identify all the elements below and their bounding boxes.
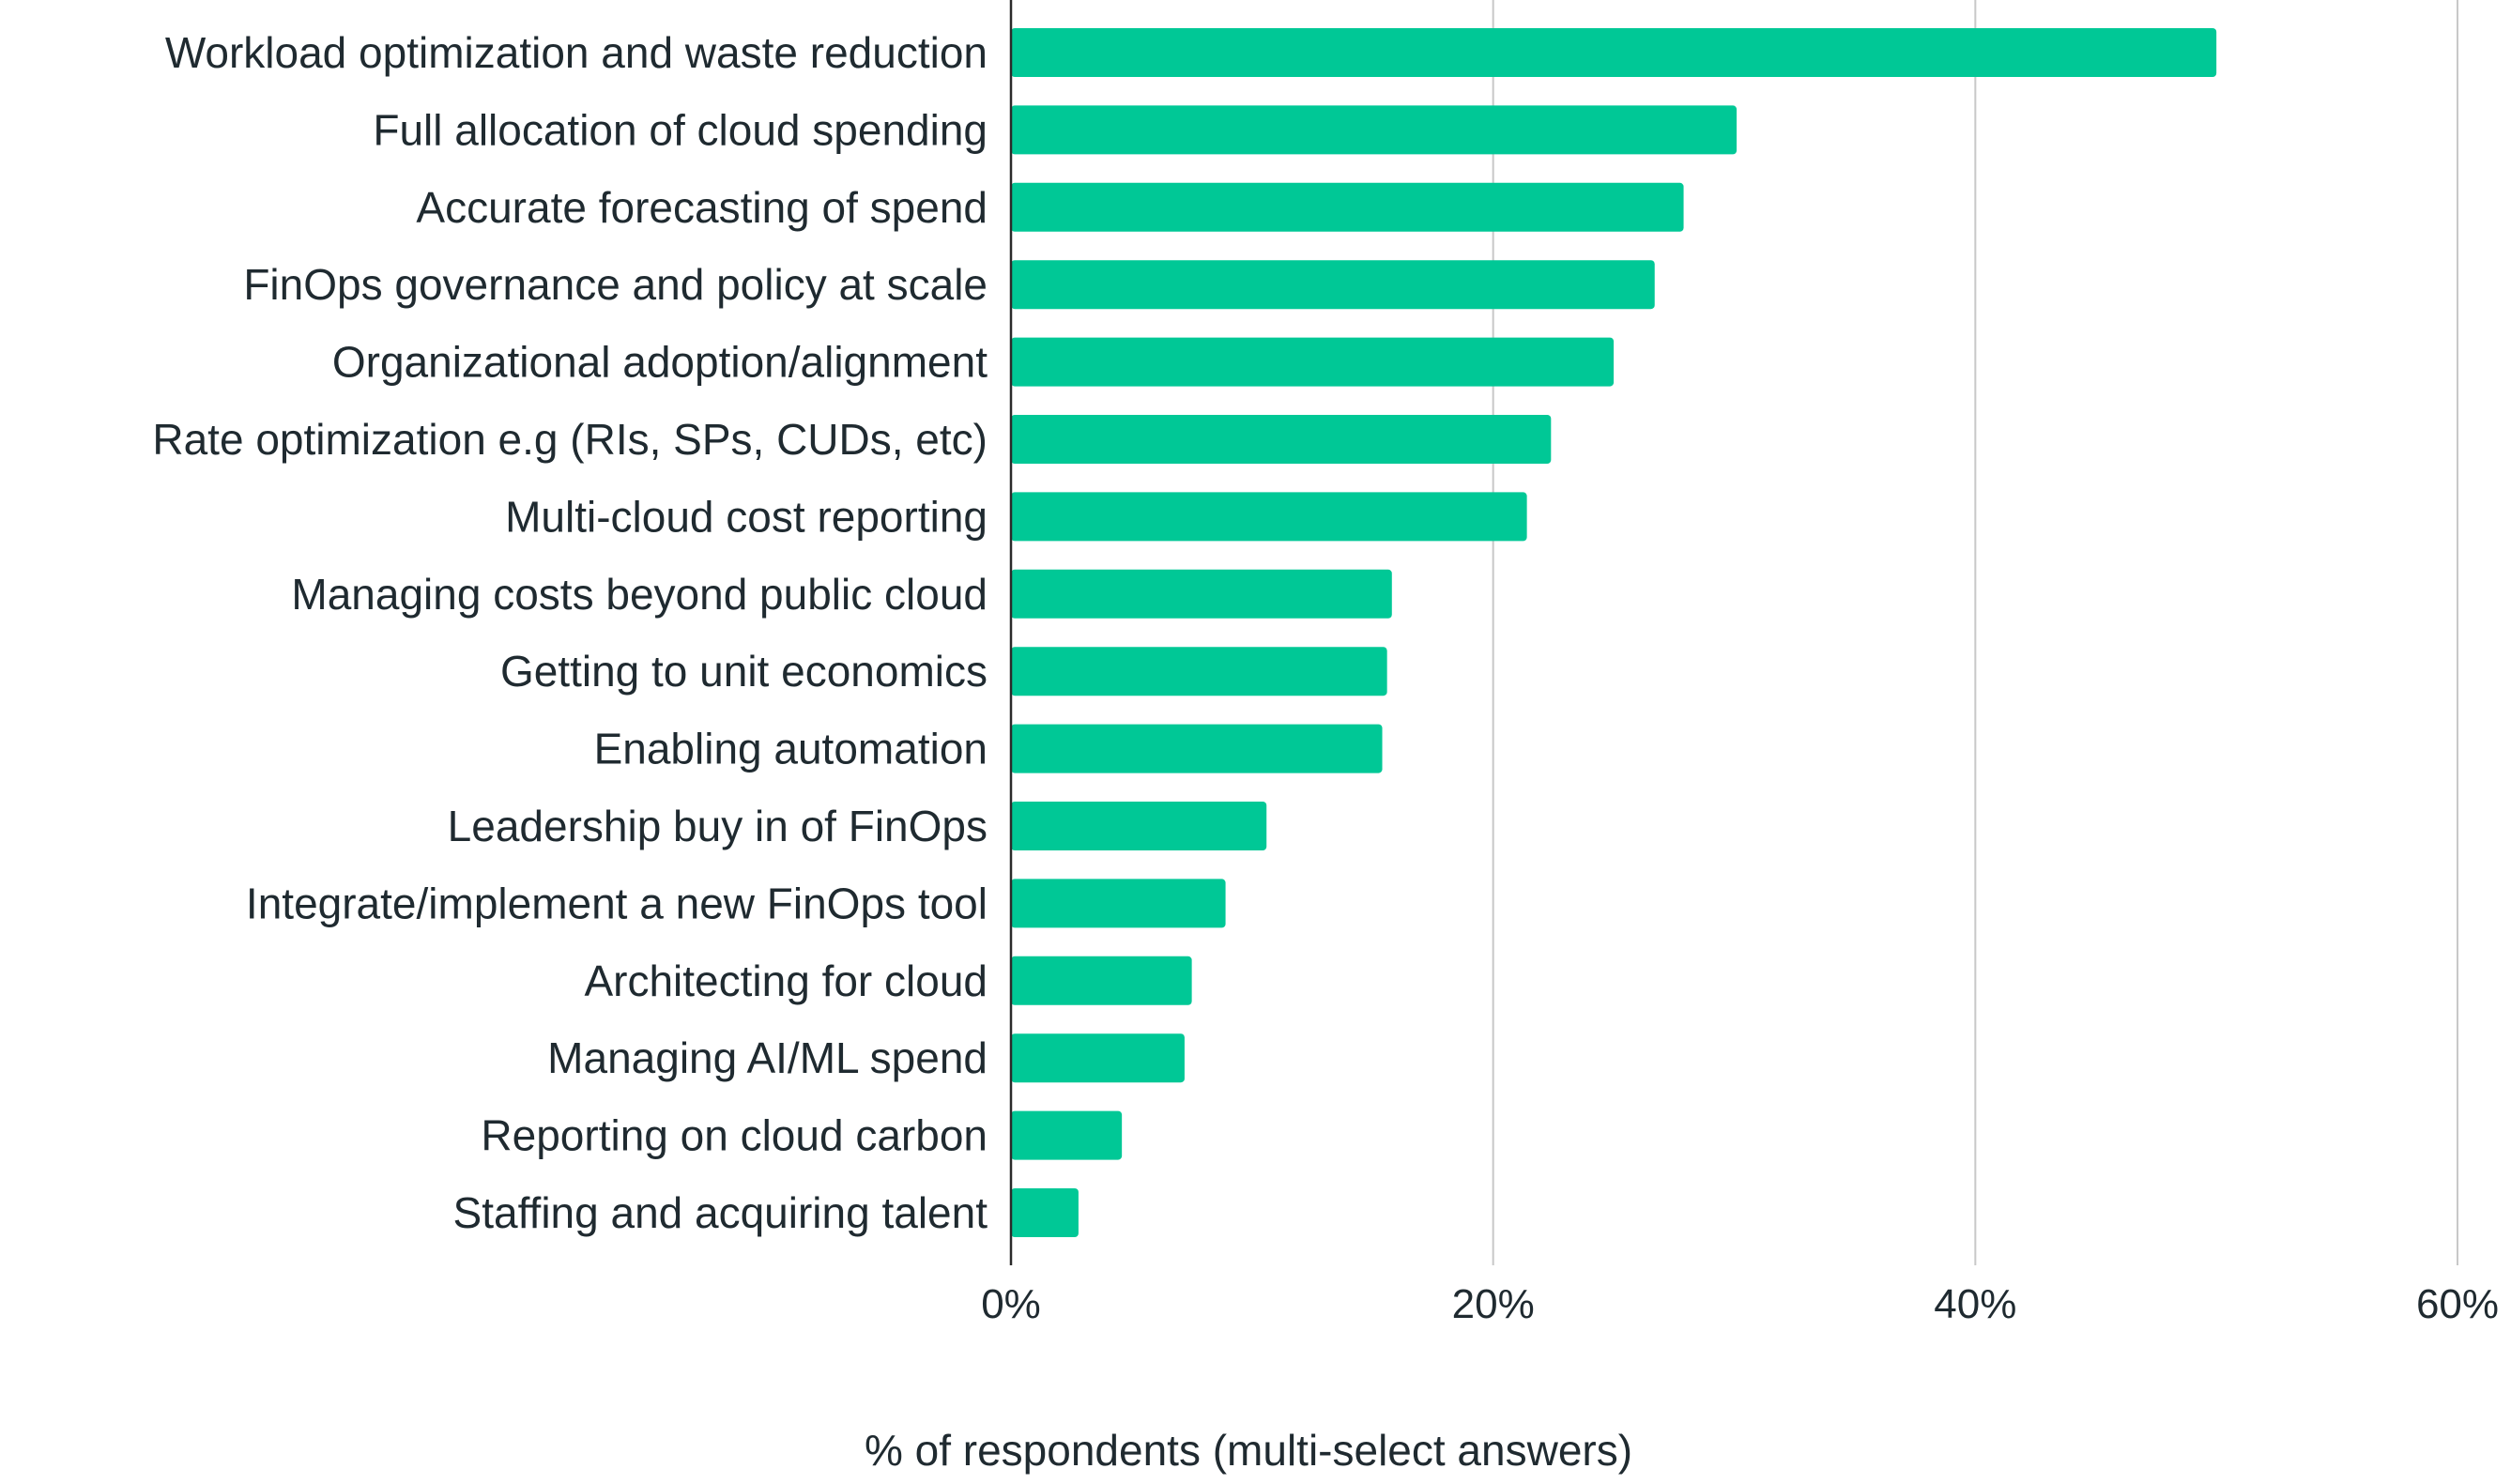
category-label: Full allocation of cloud spending <box>373 105 988 154</box>
category-label: Managing costs beyond public cloud <box>291 570 988 619</box>
category-label: Accurate forecasting of spend <box>416 183 988 232</box>
bar <box>1011 182 1684 232</box>
category-labels: Workload optimization and waste reductio… <box>152 28 988 1237</box>
category-label: Leadership buy in of FinOps <box>448 802 988 850</box>
bar <box>1011 105 1738 155</box>
bar <box>1011 337 1615 387</box>
bar <box>1011 647 1387 696</box>
bar <box>1011 802 1267 850</box>
bars <box>1011 28 2217 1237</box>
bar <box>1011 415 1552 464</box>
x-tick-label: 40% <box>1934 1281 2016 1327</box>
category-label: Reporting on cloud carbon <box>481 1111 988 1160</box>
bar <box>1011 1033 1185 1083</box>
bar <box>1011 569 1392 619</box>
category-label: Multi-cloud cost reporting <box>505 492 988 541</box>
x-axis-title: % of respondents (multi-select answers) <box>865 1426 1632 1475</box>
bar <box>1011 956 1192 1005</box>
x-tick-label: 0% <box>981 1281 1041 1327</box>
bar <box>1011 260 1655 310</box>
category-label: Integrate/implement a new FinOps tool <box>246 879 988 927</box>
bar <box>1011 492 1527 542</box>
category-label: Staffing and acquiring talent <box>453 1188 988 1237</box>
category-label: Workload optimization and waste reductio… <box>165 28 988 77</box>
category-label: Rate optimization e.g (RIs, SPs, CUDs, e… <box>152 415 988 464</box>
bar <box>1011 879 1226 928</box>
category-label: Getting to unit economics <box>500 647 988 696</box>
bar <box>1011 1110 1123 1160</box>
category-label: Architecting for cloud <box>584 956 988 1005</box>
bar <box>1011 724 1383 773</box>
x-tick-label: 20% <box>1452 1281 1535 1327</box>
category-label: Managing AI/ML spend <box>547 1033 988 1082</box>
x-tick-label: 60% <box>2416 1281 2499 1327</box>
category-label: Organizational adoption/alignment <box>332 338 988 387</box>
category-label: Enabling automation <box>594 725 988 773</box>
bar <box>1011 28 2217 77</box>
bar <box>1011 1188 1079 1237</box>
category-label: FinOps governance and policy at scale <box>243 260 988 309</box>
x-tick-labels: 0% 20% 40% 60% <box>981 1281 2499 1327</box>
